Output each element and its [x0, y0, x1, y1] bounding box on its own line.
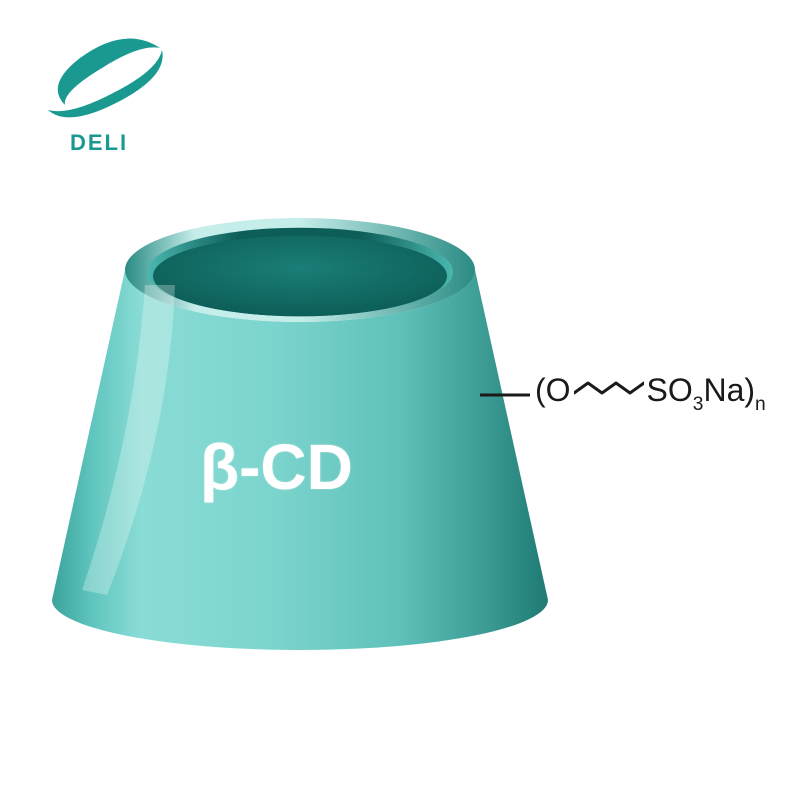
formula-open-paren: (	[535, 372, 546, 408]
main-label: β-CD	[200, 430, 353, 504]
formula-O: O	[546, 372, 571, 408]
formula-close-paren: )	[744, 372, 755, 408]
formula-SO: SO	[647, 372, 693, 408]
zigzag-icon	[574, 381, 644, 395]
formula-label: (O SO3Na)n	[535, 372, 766, 414]
formula-subn: n	[755, 394, 766, 415]
formula-sub3: 3	[693, 394, 704, 415]
formula-Na: Na	[703, 372, 744, 408]
